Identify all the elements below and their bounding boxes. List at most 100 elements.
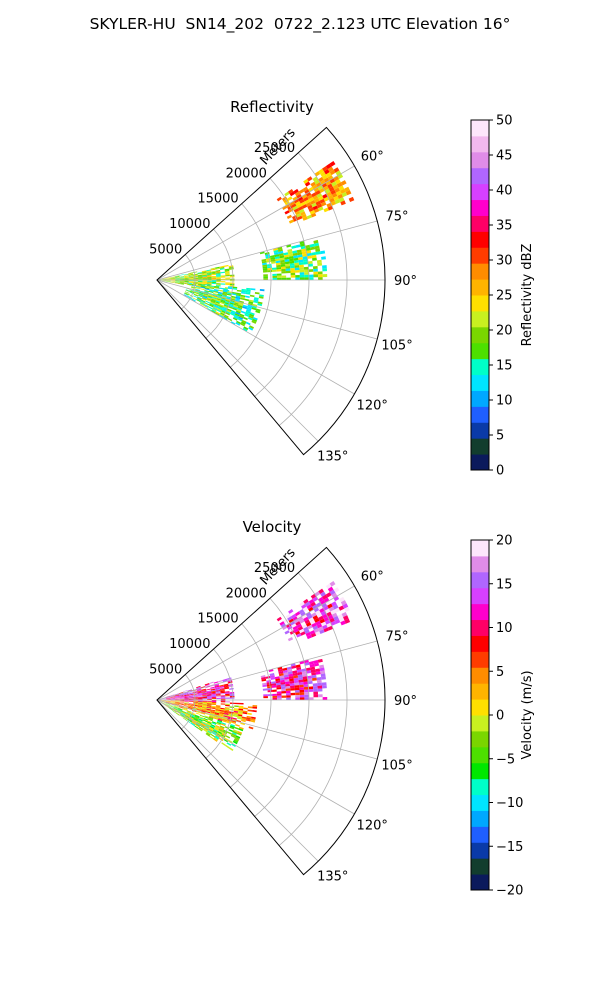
echo-cell bbox=[170, 280, 176, 282]
range-tick-label: 20000 bbox=[226, 166, 267, 181]
echo-cell bbox=[238, 316, 244, 320]
echo-cell bbox=[315, 631, 321, 636]
echo-cell bbox=[225, 703, 230, 706]
echo-cell bbox=[216, 281, 221, 283]
echo-cell bbox=[227, 287, 233, 290]
echo-cell bbox=[221, 742, 226, 746]
echo-cell bbox=[312, 596, 319, 602]
echo-cell bbox=[202, 705, 207, 707]
echo-cell bbox=[327, 183, 333, 189]
echo-cell bbox=[206, 273, 212, 275]
echo-cell bbox=[289, 200, 296, 206]
echo-cell bbox=[308, 661, 314, 665]
echo-cell bbox=[275, 680, 281, 684]
echo-cell bbox=[225, 694, 230, 697]
echo-cell bbox=[289, 263, 295, 267]
echo-cell bbox=[287, 616, 293, 621]
echo-cell bbox=[231, 720, 237, 723]
echo-cell bbox=[184, 697, 189, 699]
echo-cell bbox=[198, 280, 203, 282]
echo-cell bbox=[218, 306, 223, 310]
echo-cell bbox=[289, 630, 295, 635]
echo-cell bbox=[243, 326, 249, 331]
colorbar-swatch bbox=[471, 438, 489, 455]
echo-cell bbox=[333, 175, 340, 182]
echo-cell bbox=[245, 290, 251, 294]
colorbar-swatch bbox=[471, 120, 489, 137]
echo-cell bbox=[323, 627, 329, 633]
echo-cell bbox=[229, 706, 235, 709]
echo-cell bbox=[247, 706, 253, 709]
echo-cell bbox=[175, 702, 180, 704]
echo-cell bbox=[327, 175, 334, 181]
echo-cell bbox=[315, 251, 321, 255]
echo-cell bbox=[219, 688, 225, 691]
echo-cell bbox=[211, 690, 216, 693]
echo-cell bbox=[201, 270, 207, 273]
azimuth-tick-label: 105° bbox=[381, 338, 412, 353]
echo-cell bbox=[229, 726, 235, 730]
echo-cell bbox=[296, 249, 302, 253]
echo-cell bbox=[242, 306, 248, 310]
echo-cell bbox=[165, 702, 171, 705]
echo-cell bbox=[211, 692, 216, 695]
echo-cell bbox=[179, 277, 185, 279]
echo-cell bbox=[212, 730, 217, 735]
echo-cell bbox=[225, 697, 230, 699]
echo-cell bbox=[177, 708, 183, 712]
echo-cell bbox=[170, 276, 175, 278]
echo-cell bbox=[238, 705, 244, 708]
azimuth-gridline bbox=[156, 165, 355, 281]
echo-cell bbox=[216, 276, 221, 278]
echo-cell bbox=[197, 702, 203, 704]
echo-cell bbox=[183, 274, 189, 276]
echo-cell bbox=[174, 695, 180, 697]
echo-cell bbox=[309, 210, 316, 215]
echo-cell bbox=[304, 199, 311, 205]
colorbar-tick-label: −20 bbox=[496, 884, 523, 899]
echo-cell bbox=[174, 706, 179, 709]
echo-cell bbox=[224, 269, 230, 272]
echo-cell bbox=[312, 685, 318, 690]
echo-cell bbox=[170, 696, 176, 698]
echo-cell bbox=[197, 705, 203, 708]
echo-cell bbox=[289, 260, 295, 264]
echo-cell bbox=[291, 665, 297, 669]
echo-cell bbox=[293, 208, 300, 213]
echo-cell bbox=[169, 704, 175, 707]
echo-cell bbox=[179, 283, 185, 285]
echo-cell bbox=[301, 250, 307, 255]
echo-cell bbox=[296, 623, 302, 629]
echo-cell bbox=[284, 679, 290, 683]
echo-cell bbox=[179, 278, 185, 280]
echo-cell bbox=[299, 618, 305, 624]
echo-cell bbox=[276, 266, 282, 270]
echo-cell bbox=[207, 729, 213, 733]
echo-cell bbox=[216, 721, 222, 725]
echo-cell bbox=[331, 612, 338, 618]
echo-cell bbox=[220, 723, 226, 727]
echo-cell bbox=[337, 613, 344, 620]
echo-cell bbox=[202, 701, 208, 703]
echo-cell bbox=[301, 614, 308, 619]
echo-cell bbox=[210, 299, 216, 303]
echo-cell bbox=[291, 203, 297, 208]
echo-cell bbox=[285, 268, 291, 271]
echo-cell bbox=[313, 242, 320, 247]
echo-cell bbox=[310, 632, 317, 638]
echo-cell bbox=[215, 707, 221, 709]
echo-cell bbox=[308, 277, 314, 280]
echo-cell bbox=[288, 627, 294, 633]
echo-cell bbox=[209, 715, 214, 718]
echo-cell bbox=[233, 709, 239, 712]
echo-cell bbox=[323, 169, 330, 175]
echo-cell bbox=[215, 272, 221, 274]
echo-cell bbox=[184, 280, 189, 282]
echo-cell bbox=[175, 696, 180, 698]
echo-cell bbox=[262, 266, 268, 269]
echo-cell bbox=[333, 587, 340, 593]
echo-cell bbox=[323, 605, 329, 611]
echo-cell bbox=[197, 282, 203, 284]
echo-cell bbox=[213, 717, 219, 720]
echo-cell bbox=[220, 298, 226, 301]
